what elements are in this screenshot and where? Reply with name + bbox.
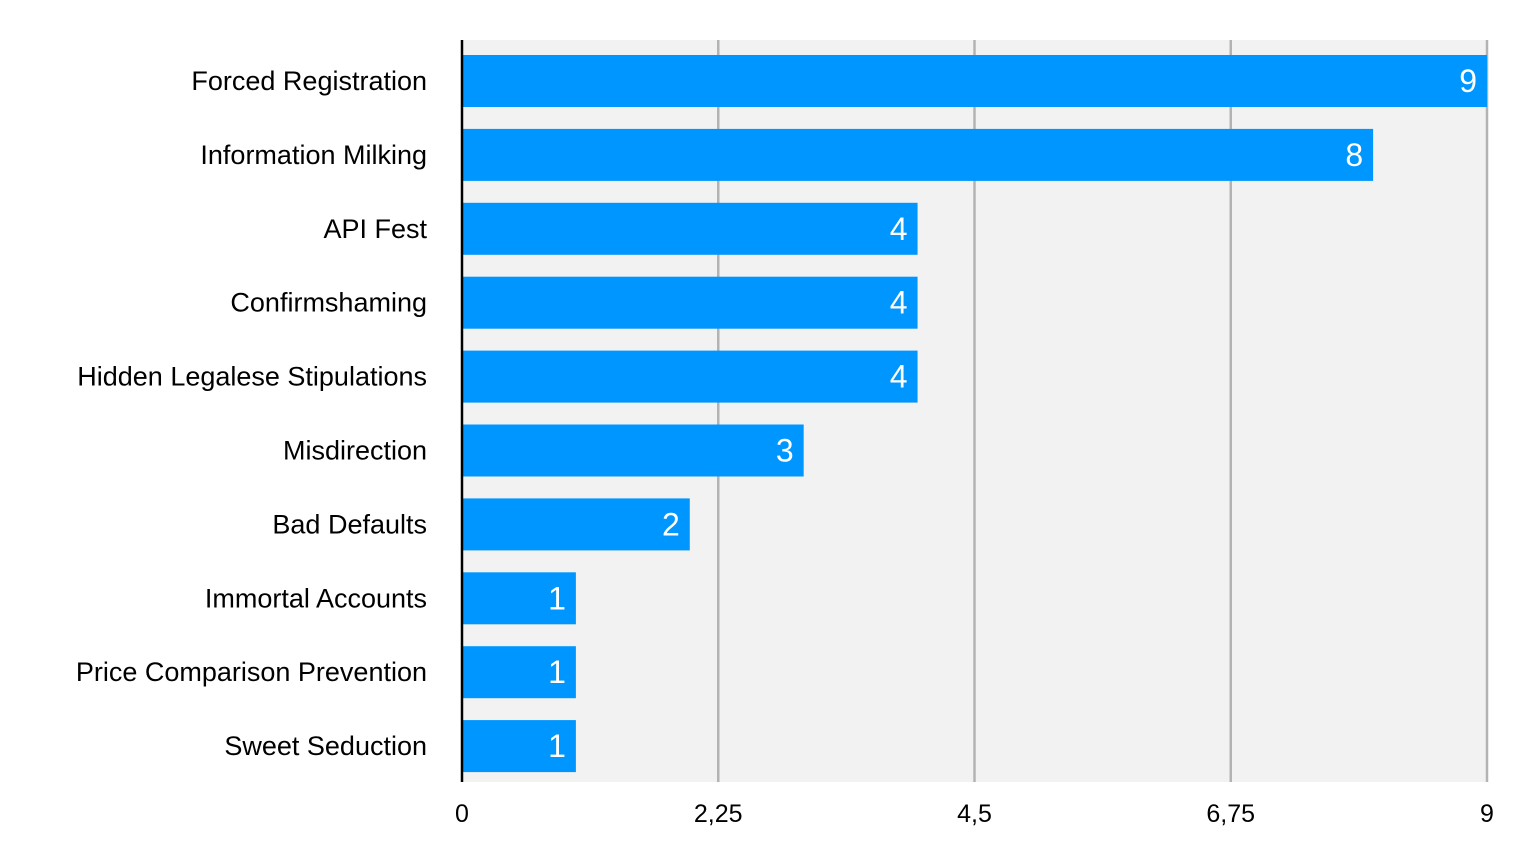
category-label: Bad Defaults: [272, 509, 427, 539]
data-label: 9: [1459, 63, 1477, 99]
category-label: Sweet Seduction: [224, 731, 427, 761]
x-tick-label: 2,25: [694, 800, 743, 828]
category-label: API Fest: [323, 214, 427, 244]
category-label: Forced Registration: [191, 66, 427, 96]
category-labels: Forced Registration Information Milking AP…: [76, 66, 428, 761]
bar: [462, 572, 576, 625]
bar: [462, 424, 804, 477]
bar: [462, 646, 576, 699]
bar: [462, 202, 918, 255]
data-label: 4: [890, 359, 908, 395]
data-label: 1: [548, 728, 566, 764]
data-label: 8: [1345, 137, 1363, 173]
category-label: Price Comparison Prevention: [76, 657, 427, 687]
x-tick-label: 4,5: [957, 800, 992, 828]
category-label: Information Milking: [200, 140, 427, 170]
category-label: Hidden Legalese Stipulations: [77, 362, 427, 392]
data-label: 3: [776, 433, 794, 469]
data-label: 4: [890, 285, 908, 321]
x-tick-label: 9: [1480, 800, 1494, 828]
bar: [462, 498, 690, 551]
bar: [462, 350, 918, 403]
data-labels: 9 8 4 4 4 3 2 1 1 1: [548, 63, 1477, 764]
bar: [462, 128, 1374, 181]
bar: [462, 55, 1487, 107]
data-label: 1: [548, 580, 566, 616]
bar: [462, 720, 576, 773]
x-tick-label: 6,75: [1206, 800, 1255, 828]
data-label: 2: [662, 506, 680, 542]
data-label: 1: [548, 654, 566, 690]
category-label: Immortal Accounts: [205, 583, 427, 613]
x-tick-labels: 0 2,25 4,5 6,75 9: [455, 800, 1494, 828]
bars: [462, 55, 1487, 773]
x-tick-label: 0: [455, 800, 469, 828]
bar: [462, 276, 918, 329]
category-label: Misdirection: [283, 436, 427, 466]
category-label: Confirmshaming: [230, 288, 427, 318]
data-label: 4: [890, 211, 908, 247]
